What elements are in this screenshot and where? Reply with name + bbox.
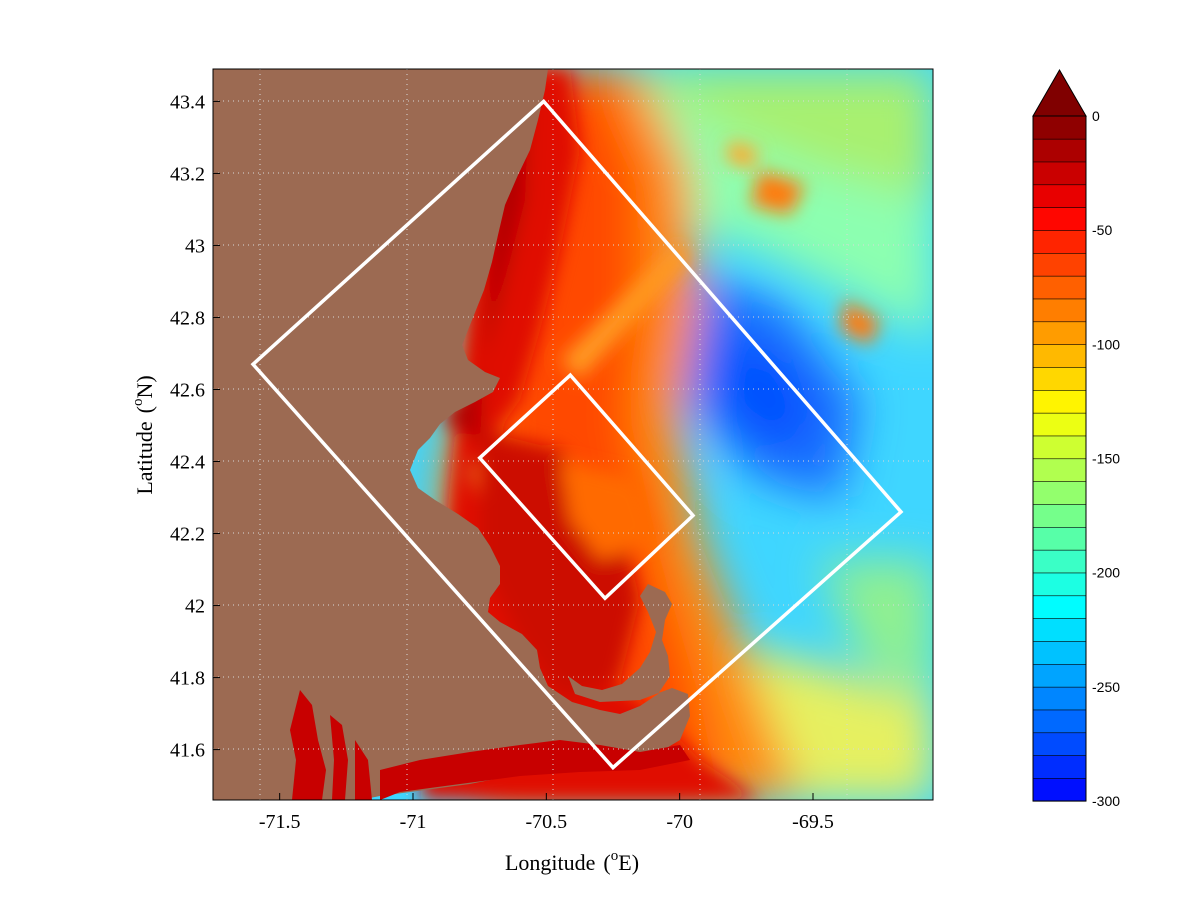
colorbar-level bbox=[1032, 481, 1087, 505]
colorbar-frame bbox=[1032, 115, 1087, 802]
colorbar-level bbox=[1032, 526, 1087, 551]
x-axis-label: Longitude (oE) bbox=[505, 848, 639, 875]
colorbar-level bbox=[1032, 618, 1087, 642]
colorbar-level bbox=[1032, 572, 1087, 597]
x-tick-label: -69.5 bbox=[792, 811, 834, 833]
colorbar-level bbox=[1032, 389, 1087, 414]
inner-model-domain bbox=[477, 372, 696, 601]
outer-model-domain bbox=[250, 98, 904, 771]
plot-frame bbox=[212, 68, 934, 801]
colorbar-level bbox=[1032, 663, 1087, 688]
colorbar-level bbox=[1032, 115, 1087, 140]
colorbar-tick-label: -50 bbox=[1092, 222, 1112, 238]
colorbar-tick-label: 0 bbox=[1092, 108, 1100, 124]
estuaries bbox=[290, 690, 690, 800]
x-tick-label: -70.5 bbox=[525, 811, 567, 833]
colorbar-level bbox=[1032, 777, 1087, 802]
bathymetry-field bbox=[213, 69, 933, 800]
colorbar-level bbox=[1032, 366, 1087, 391]
colorbar-level bbox=[1032, 732, 1087, 756]
x-tick-label: -71.5 bbox=[259, 811, 301, 833]
y-tick-label: 41.6 bbox=[170, 740, 205, 762]
x-tick-label: -70 bbox=[666, 811, 693, 833]
colorbar-tick-label: -300 bbox=[1092, 793, 1120, 809]
y-tick-label: 42 bbox=[185, 596, 205, 618]
colorbar-tick-label: -200 bbox=[1092, 565, 1120, 581]
colorbar-level bbox=[1032, 344, 1087, 368]
colorbar-level bbox=[1032, 412, 1087, 437]
colorbar: 0 -50 -100 -150 -200 -250 -300 bbox=[1032, 68, 1120, 809]
colorbar-level bbox=[1032, 503, 1087, 528]
colorbar-level bbox=[1032, 755, 1087, 779]
colorbar-level bbox=[1032, 321, 1087, 345]
y-tick-label: 43 bbox=[185, 235, 205, 257]
colorbar-level bbox=[1032, 709, 1087, 734]
colorbar-level bbox=[1032, 686, 1087, 711]
colorbar-tick-label: -100 bbox=[1092, 336, 1120, 352]
map-panel: -71.5 -71 -70.5 -70 -69.5 41.6 41.8 42 42.2 42.4 4… bbox=[170, 68, 934, 833]
y-tick-label: 43.2 bbox=[170, 163, 205, 185]
colorbar-level bbox=[1032, 640, 1087, 665]
colorbar-level bbox=[1032, 207, 1087, 231]
colorbar-level bbox=[1032, 184, 1087, 208]
y-tick-label: 42.8 bbox=[170, 307, 205, 329]
colorbar-tick-label: -150 bbox=[1092, 451, 1120, 467]
y-tick-label: 42.2 bbox=[170, 524, 205, 546]
colorbar-tick-label: -250 bbox=[1092, 679, 1120, 695]
colorbar-level bbox=[1032, 275, 1087, 300]
colorbar-level bbox=[1032, 161, 1087, 186]
y-tick-label: 43.4 bbox=[170, 91, 205, 113]
y-tick-label: 42.6 bbox=[170, 379, 205, 401]
colorbar-level bbox=[1032, 458, 1087, 482]
colorbar-extend-arrow bbox=[1032, 68, 1087, 117]
colorbar-level bbox=[1032, 229, 1087, 254]
y-tick-label: 42.4 bbox=[170, 452, 205, 474]
colorbar-level bbox=[1032, 252, 1087, 277]
land-mass bbox=[213, 69, 690, 800]
map-grid bbox=[213, 69, 933, 800]
axis-ticks: -71.5 -71 -70.5 -70 -69.5 41.6 41.8 42 42.2 42.4 4… bbox=[170, 91, 834, 833]
colorbar-level bbox=[1032, 595, 1087, 619]
y-tick-label: 41.8 bbox=[170, 668, 205, 690]
x-tick-label: -71 bbox=[400, 811, 427, 833]
colorbar-level bbox=[1032, 298, 1087, 323]
y-axis-label: Latitude(oN) bbox=[130, 375, 157, 494]
colorbar-level bbox=[1032, 549, 1087, 574]
colorbar-level bbox=[1032, 138, 1087, 163]
colorbar-level bbox=[1032, 435, 1087, 460]
